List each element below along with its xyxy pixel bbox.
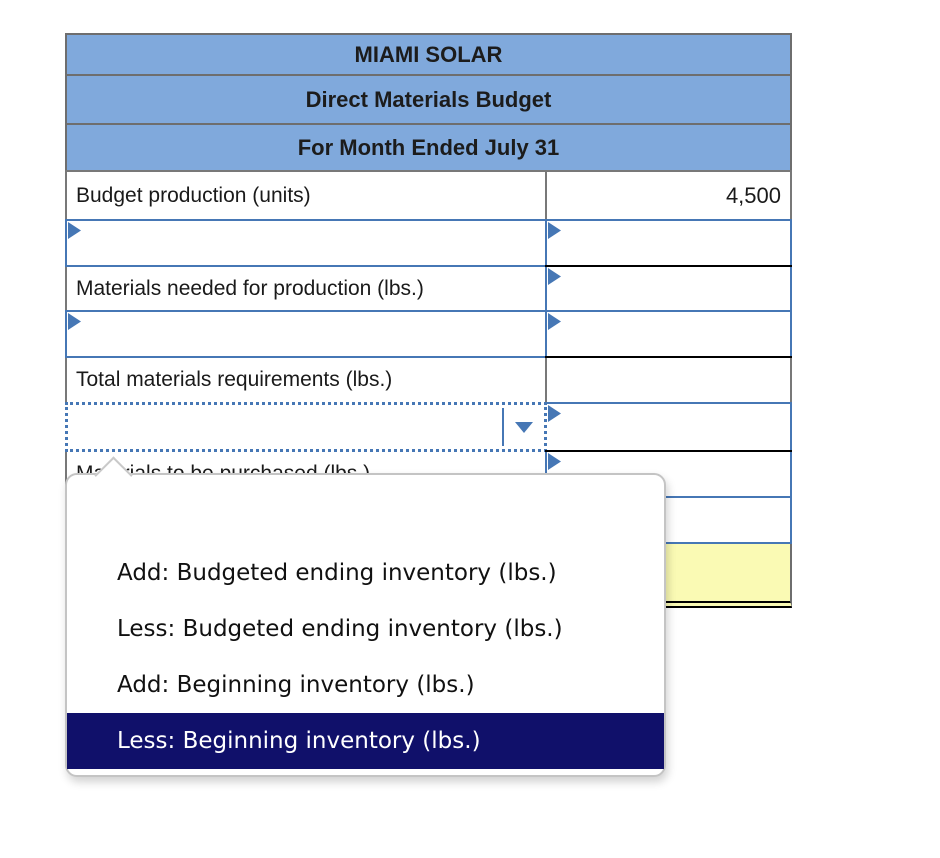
table-header-row-title: Direct Materials Budget [65,74,792,125]
subtotal-underline [545,356,792,358]
budget-production-value: 4,500 [545,170,792,221]
cell-marker-icon [548,453,561,470]
value-input-cell-2[interactable] [545,310,792,358]
table-header-row-company: MIAMI SOLAR [65,33,792,76]
subtotal-underline [545,265,792,267]
subtotal-underline [545,450,792,452]
cell-marker-icon [548,268,561,285]
row-total-requirements: Total materials requirements (lbs.) [65,356,792,404]
row-materials-needed: Materials needed for production (lbs.) [65,265,792,312]
company-title: MIAMI SOLAR [65,33,792,76]
cell-marker-icon [548,313,561,330]
row-budget-production: Budget production (units) 4,500 [65,170,792,221]
materials-needed-input[interactable] [545,265,792,312]
dropdown-option-selected[interactable]: Less: Beginning inventory (lbs.) [67,713,664,769]
report-period: For Month Ended July 31 [65,123,792,172]
cell-marker-icon [548,222,561,239]
dropdown-option-blank[interactable] [67,489,664,545]
label-input-cell-2[interactable] [65,310,547,358]
dropdown-row-input[interactable] [545,402,792,452]
dropdown-separator [502,408,504,446]
value-input-cell-1[interactable] [545,219,792,267]
cell-marker-icon [548,405,561,422]
row-input-2 [65,310,792,358]
dropdown-option[interactable]: Less: Budgeted ending inventory (lbs.) [117,616,563,642]
materials-needed-label: Materials needed for production (lbs.) [65,265,547,312]
row-dropdown [65,402,792,452]
label-dropdown-cell[interactable] [65,402,547,452]
dropdown-option[interactable]: Add: Beginning inventory (lbs.) [117,672,475,698]
label-input-cell-1[interactable] [65,219,547,267]
cell-marker-icon [68,222,81,239]
dropdown-arrow-button[interactable] [504,405,544,449]
dropdown-option[interactable]: Add: Budgeted ending inventory (lbs.) [117,560,557,586]
chevron-down-icon [515,421,533,433]
direct-materials-budget-table: MIAMI SOLAR Direct Materials Budget For … [65,33,792,611]
dropdown-selected-value[interactable] [68,405,502,449]
row-input-1 [65,219,792,267]
dropdown-menu: Add: Budgeted ending inventory (lbs.) Le… [65,473,666,777]
report-title: Direct Materials Budget [65,74,792,125]
total-requirements-label: Total materials requirements (lbs.) [65,356,547,404]
budget-production-label: Budget production (units) [65,170,547,221]
cell-marker-icon [68,313,81,330]
table-header-row-period: For Month Ended July 31 [65,123,792,172]
total-requirements-value-cell [545,356,792,404]
